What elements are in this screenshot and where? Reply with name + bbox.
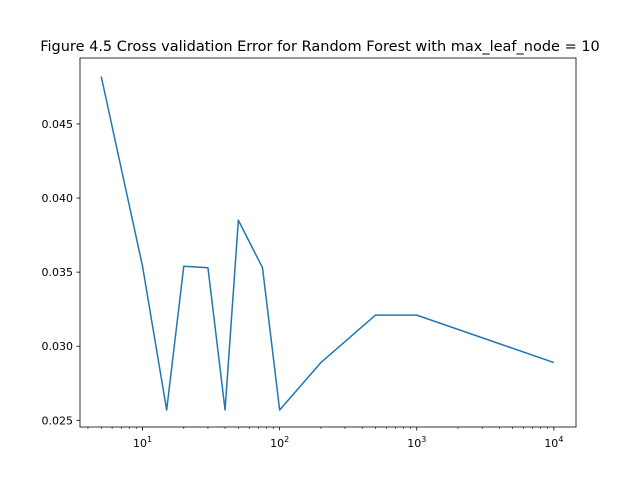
y-tick-label: 0.045 xyxy=(42,118,74,131)
x-tick-label-exponent: 1 xyxy=(147,435,152,444)
x-tick-label-base: 10 xyxy=(270,437,284,450)
x-tick-label-base: 10 xyxy=(407,437,421,450)
y-tick-label: 0.040 xyxy=(42,192,74,205)
x-tick-label-base: 10 xyxy=(133,437,147,450)
x-tick-label-exponent: 4 xyxy=(558,435,563,444)
chart-title: Figure 4.5 Cross validation Error for Ra… xyxy=(40,39,600,55)
x-tick-label-base: 10 xyxy=(544,437,558,450)
x-tick-label-exponent: 2 xyxy=(284,435,289,444)
x-tick-label-exponent: 3 xyxy=(421,435,426,444)
y-tick-label: 0.035 xyxy=(42,266,74,279)
series-line xyxy=(100,76,555,411)
axes-frame xyxy=(79,57,577,428)
x-tick-label: 103 xyxy=(407,435,426,450)
x-tick-label: 104 xyxy=(544,435,563,450)
x-tick-label: 102 xyxy=(270,435,289,450)
y-tick-label: 0.030 xyxy=(42,340,74,353)
y-tick-label: 0.025 xyxy=(42,414,74,427)
x-tick-label: 101 xyxy=(133,435,152,450)
